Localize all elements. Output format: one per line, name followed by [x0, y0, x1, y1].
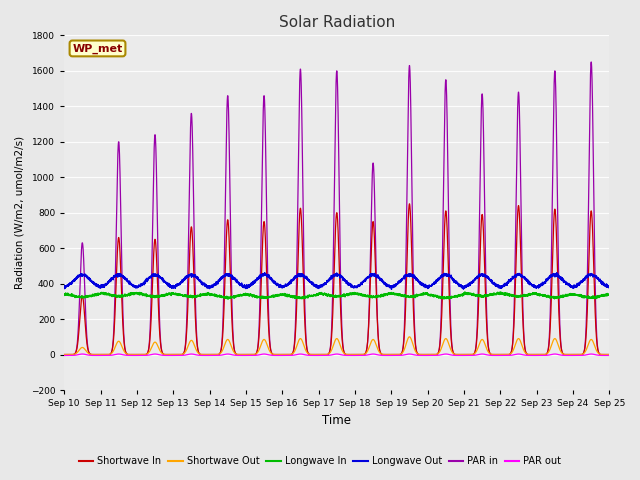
- X-axis label: Time: Time: [323, 414, 351, 427]
- Legend: Shortwave In, Shortwave Out, Longwave In, Longwave Out, PAR in, PAR out: Shortwave In, Shortwave Out, Longwave In…: [75, 453, 565, 470]
- Text: WP_met: WP_met: [72, 43, 123, 54]
- Y-axis label: Radiation (W/m2, umol/m2/s): Radiation (W/m2, umol/m2/s): [15, 136, 25, 289]
- Title: Solar Radiation: Solar Radiation: [278, 15, 395, 30]
